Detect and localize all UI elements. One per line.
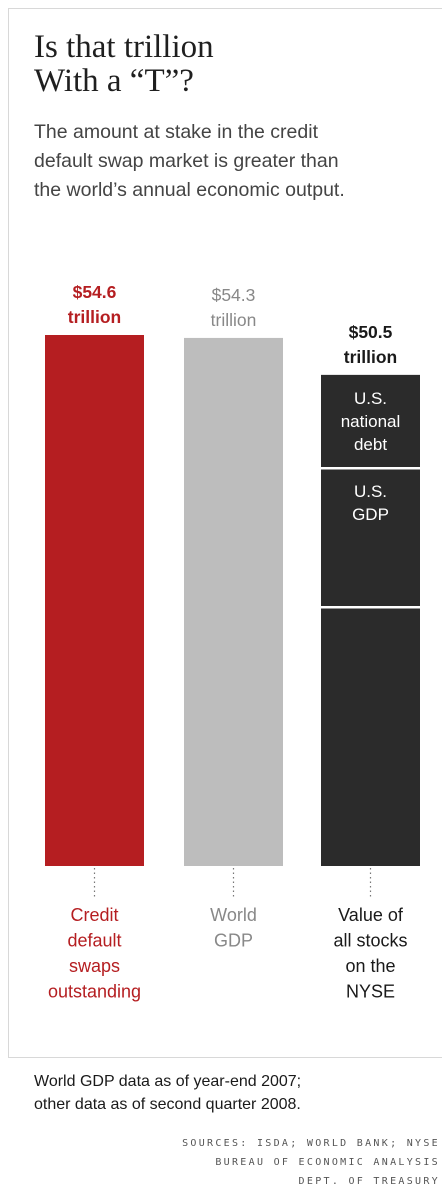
bar-chart: $54.6 trillion Credit default swaps outstandi… bbox=[45, 282, 420, 1002]
chart-subtitle: The amount at stake in the credit defaul… bbox=[34, 118, 434, 205]
title-line: Is that trillion bbox=[34, 29, 214, 65]
segment-label: U.S. bbox=[354, 389, 387, 408]
bar bbox=[45, 335, 144, 866]
value-label: $50.5 bbox=[349, 322, 393, 342]
sources-credit: SOURCES: ISDA; WORLD BANK; NYSE BUREAU O… bbox=[182, 1134, 440, 1191]
footnote: World GDP data as of year-end 2007; othe… bbox=[34, 1070, 434, 1116]
segment-label: debt bbox=[354, 435, 387, 454]
value-label: $54.6 bbox=[73, 282, 117, 302]
title-line: With a “T”? bbox=[34, 63, 194, 99]
bar-segment bbox=[321, 607, 420, 866]
subtitle-line: the world’s annual economic output. bbox=[34, 179, 345, 201]
category-label: Value of bbox=[338, 905, 404, 925]
sources-line: BUREAU OF ECONOMIC ANALYSIS bbox=[215, 1157, 440, 1168]
subtitle-line: default swap market is greater than bbox=[34, 150, 339, 172]
category-label: World bbox=[210, 905, 257, 925]
category-label: on the bbox=[345, 956, 395, 976]
segment-label: GDP bbox=[352, 505, 389, 524]
chart-card bbox=[8, 8, 442, 1058]
category-label: all stocks bbox=[333, 931, 407, 951]
bar-segment bbox=[321, 374, 420, 469]
category-label: GDP bbox=[214, 931, 253, 951]
chart-title: Is that trillion With a “T”? bbox=[34, 30, 424, 98]
category-label: NYSE bbox=[346, 982, 395, 1002]
footnote-line: other data as of second quarter 2008. bbox=[34, 1096, 301, 1113]
segment-label: national bbox=[341, 412, 401, 431]
sources-line: DEPT. OF TREASURY bbox=[298, 1176, 440, 1187]
category-label: outstanding bbox=[48, 982, 141, 1002]
sources-line: SOURCES: ISDA; WORLD BANK; NYSE bbox=[182, 1138, 440, 1149]
value-label: trillion bbox=[344, 347, 397, 367]
value-label: $54.3 bbox=[212, 285, 256, 305]
segment-label: U.S. bbox=[354, 482, 387, 501]
category-label: Credit bbox=[70, 905, 118, 925]
bar-segment bbox=[321, 468, 420, 608]
bar bbox=[184, 337, 283, 866]
category-label: swaps bbox=[69, 956, 120, 976]
category-label: default bbox=[67, 931, 121, 951]
footnote-line: World GDP data as of year-end 2007; bbox=[34, 1073, 302, 1090]
value-label: trillion bbox=[211, 310, 257, 330]
subtitle-line: The amount at stake in the credit bbox=[34, 121, 318, 143]
value-label: trillion bbox=[68, 307, 121, 327]
